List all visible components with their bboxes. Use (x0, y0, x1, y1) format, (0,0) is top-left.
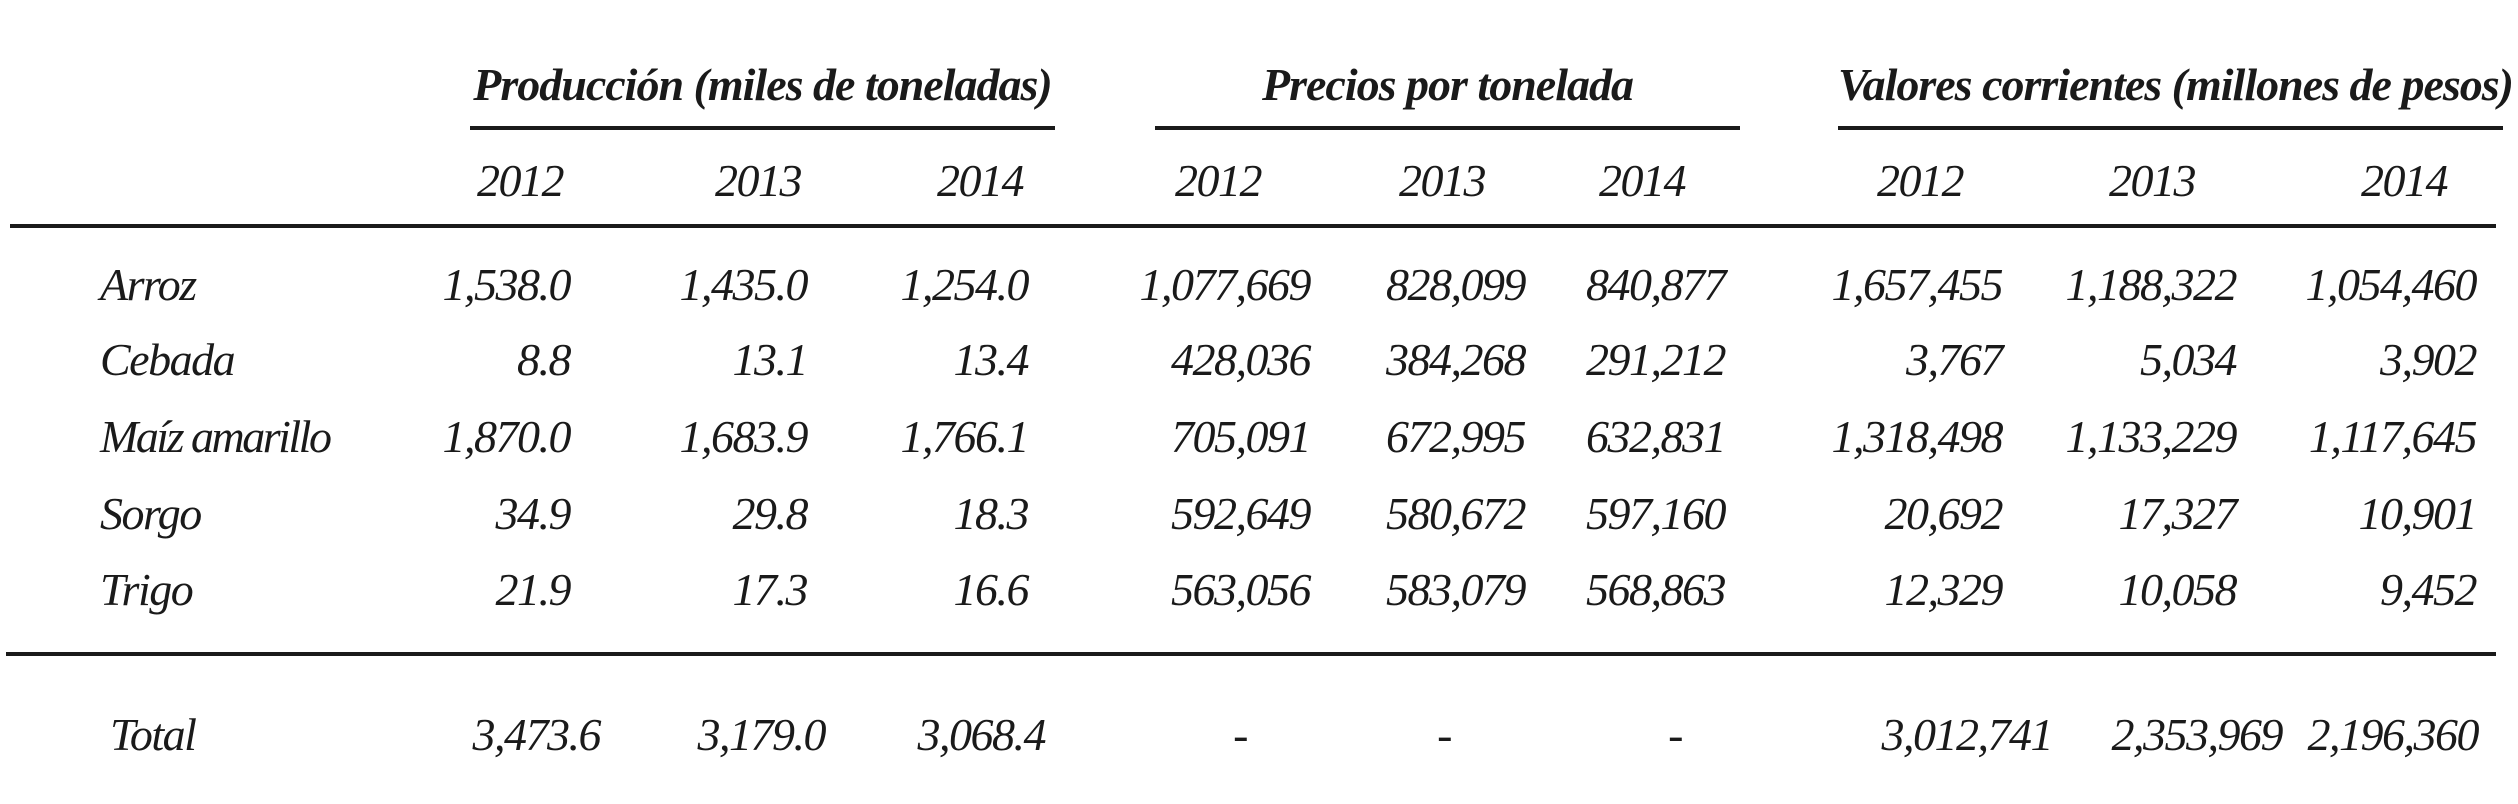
year-header: 2012 (1175, 155, 1263, 206)
group-rule-prices (1155, 126, 1740, 130)
year-header: 2014 (2361, 155, 2449, 206)
year-header: 2013 (2109, 155, 2197, 206)
table-cell: 3,767 (1906, 334, 2004, 385)
table-cell: 632,831 (1586, 411, 1727, 462)
table-cell: 597,160 (1586, 488, 1727, 539)
table-cell: 18.3 (953, 488, 1030, 539)
table-cell: 34.9 (495, 488, 572, 539)
total-cell: 3,473.6 (472, 709, 602, 760)
group-title-values: Valores corrientes (millones de pesos) (1838, 59, 2514, 110)
table-cell: 13.4 (953, 334, 1030, 385)
table-cell: 1,766.1 (900, 411, 1030, 462)
table-cell: 580,672 (1386, 488, 1527, 539)
row-label: Cebada (100, 334, 236, 385)
total-cell: 3,012,741 (1881, 709, 2054, 760)
header-rule (10, 224, 2496, 228)
table-cell: 9,452 (2380, 564, 2478, 615)
total-label: Total (110, 709, 197, 760)
table-cell: 12,329 (1884, 564, 2004, 615)
total-cell: 3,179.0 (697, 709, 827, 760)
table-cell: 291,212 (1586, 334, 1727, 385)
table-cell: 1,318,498 (1831, 411, 2004, 462)
table-cell: 8.8 (517, 334, 572, 385)
table-cell: 705,091 (1171, 411, 1312, 462)
table-cell: 563,056 (1171, 564, 1312, 615)
table-cell: 840,877 (1586, 259, 1727, 310)
total-cell: - (1437, 709, 1452, 760)
year-header: 2012 (1877, 155, 1965, 206)
table-cell: 13.1 (732, 334, 809, 385)
year-header: 2013 (1399, 155, 1487, 206)
table-cell: 21.9 (495, 564, 572, 615)
table-cell: 1,254.0 (900, 259, 1030, 310)
table-cell: 16.6 (953, 564, 1030, 615)
year-header: 2013 (715, 155, 803, 206)
table-cell: 384,268 (1386, 334, 1527, 385)
group-rule-production (470, 126, 1055, 130)
group-rule-values (1838, 126, 2503, 130)
row-label: Trigo (100, 564, 194, 615)
total-cell: - (1668, 709, 1683, 760)
table-cell: 583,079 (1386, 564, 1527, 615)
row-label: Maíz amarillo (100, 411, 332, 462)
table-cell: 568,863 (1586, 564, 1727, 615)
body-rule (6, 652, 2496, 656)
table-cell: 1,683.9 (679, 411, 809, 462)
table-cell: 1,077,669 (1139, 259, 1312, 310)
table-cell: 1,054,460 (2305, 259, 2478, 310)
table-cell: 20,692 (1884, 488, 2004, 539)
table-cell: 29.8 (732, 488, 809, 539)
table-cell: 672,995 (1386, 411, 1527, 462)
total-cell: - (1233, 709, 1248, 760)
row-label: Sorgo (100, 488, 202, 539)
table-cell: 17,327 (2118, 488, 2238, 539)
year-header: 2014 (1599, 155, 1687, 206)
table-cell: 10,901 (2358, 488, 2478, 539)
table-cell: 1,435.0 (679, 259, 809, 310)
table-cell: 3,902 (2380, 334, 2478, 385)
table-cell: 5,034 (2140, 334, 2238, 385)
table-cell: 10,058 (2118, 564, 2238, 615)
table-cell: 592,649 (1171, 488, 1312, 539)
total-cell: 2,353,969 (2111, 709, 2284, 760)
group-title-production: Producción (miles de toneladas) (473, 59, 1052, 110)
table-cell: 1,188,322 (2065, 259, 2238, 310)
total-cell: 3,068.4 (917, 709, 1047, 760)
group-title-prices: Precios por tonelada (1262, 59, 1634, 110)
year-header: 2012 (477, 155, 565, 206)
table-cell: 1,538.0 (442, 259, 572, 310)
table-cell: 17.3 (732, 564, 809, 615)
row-label: Arroz (100, 259, 197, 310)
table-cell: 1,657,455 (1831, 259, 2004, 310)
table-cell: 828,099 (1386, 259, 1527, 310)
table-cell: 428,036 (1171, 334, 1312, 385)
table-cell: 1,870.0 (442, 411, 572, 462)
year-header: 2014 (937, 155, 1025, 206)
total-cell: 2,196,360 (2307, 709, 2480, 760)
table-cell: 1,117,645 (2308, 411, 2478, 462)
table-cell: 1,133,229 (2065, 411, 2238, 462)
